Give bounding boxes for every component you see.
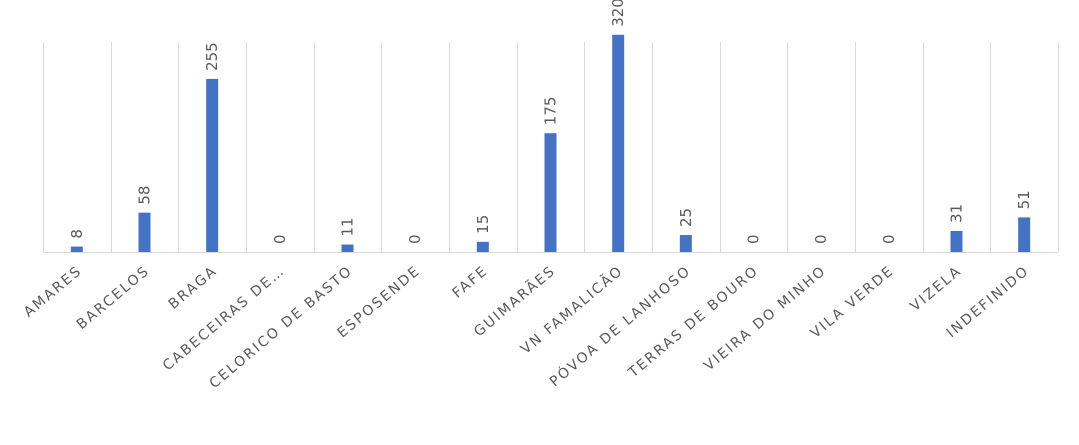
data-label-2: 58 bbox=[136, 186, 154, 205]
x-tick-label-5: CELORICO DE BASTO bbox=[207, 263, 357, 392]
data-label-13: 0 bbox=[880, 234, 898, 244]
data-label-12: 0 bbox=[812, 234, 830, 244]
x-tick-label-4: CABECEIRAS DE… bbox=[160, 263, 288, 374]
bar-15 bbox=[1018, 217, 1031, 252]
data-label-10: 25 bbox=[677, 208, 695, 227]
data-label-5: 11 bbox=[339, 217, 357, 236]
bar-1 bbox=[70, 246, 83, 252]
bar-14 bbox=[950, 230, 963, 252]
data-label-3: 255 bbox=[203, 42, 221, 71]
data-label-9: 320 bbox=[609, 0, 627, 27]
bar-3 bbox=[206, 78, 219, 252]
bar-10 bbox=[679, 235, 692, 252]
data-label-1: 8 bbox=[68, 229, 86, 239]
bar-9 bbox=[612, 34, 625, 253]
bar-8 bbox=[544, 133, 557, 252]
data-label-14: 31 bbox=[948, 204, 966, 223]
data-label-8: 175 bbox=[542, 97, 560, 126]
data-label-6: 0 bbox=[406, 234, 424, 244]
bar-5 bbox=[341, 244, 354, 252]
x-tick-label-1: AMARES bbox=[21, 263, 85, 321]
x-tick-label-7: FAFE bbox=[450, 263, 492, 302]
x-tick-label-2: BARCELOS bbox=[74, 263, 153, 333]
x-tick-label-14: VIZELA bbox=[907, 263, 965, 315]
data-label-7: 15 bbox=[474, 215, 492, 234]
data-label-4: 0 bbox=[271, 234, 289, 244]
data-label-15: 51 bbox=[1015, 190, 1033, 209]
data-label-11: 0 bbox=[745, 234, 763, 244]
bar-7 bbox=[476, 241, 489, 252]
x-tick-label-12: VIEIRA DO MINHO bbox=[701, 263, 830, 374]
x-tick-label-11: TERRAS DE BOURO bbox=[625, 263, 762, 382]
x-tick-label-3: BRAGA bbox=[166, 263, 221, 313]
bar-2 bbox=[138, 212, 151, 252]
